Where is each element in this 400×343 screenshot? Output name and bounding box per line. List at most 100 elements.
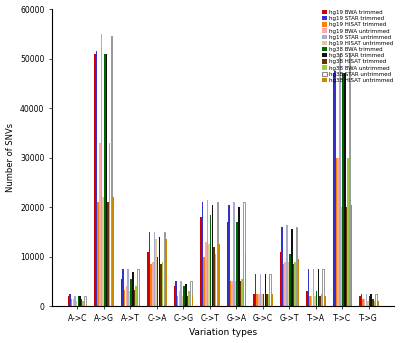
Bar: [86, 304, 87, 306]
Bar: [280, 252, 281, 306]
Bar: [127, 269, 129, 306]
Bar: [245, 254, 246, 306]
Bar: [286, 225, 288, 306]
Bar: [129, 292, 130, 306]
Bar: [130, 279, 132, 306]
Bar: [99, 143, 101, 306]
Bar: [319, 296, 321, 306]
Bar: [69, 294, 71, 306]
Bar: [314, 296, 316, 306]
Bar: [68, 296, 69, 306]
Bar: [296, 227, 298, 306]
Bar: [110, 36, 112, 306]
Bar: [258, 294, 260, 306]
Bar: [165, 239, 167, 306]
Bar: [205, 242, 206, 306]
Bar: [308, 269, 309, 306]
Bar: [336, 158, 337, 306]
Bar: [243, 202, 244, 306]
Bar: [200, 217, 202, 306]
Bar: [341, 207, 342, 306]
Bar: [241, 279, 243, 306]
Bar: [291, 229, 292, 306]
Bar: [377, 301, 378, 306]
Bar: [309, 296, 311, 306]
Bar: [216, 202, 218, 306]
Y-axis label: Number of SNVs: Number of SNVs: [6, 123, 14, 192]
Bar: [230, 282, 231, 306]
Bar: [104, 54, 106, 306]
Bar: [284, 262, 286, 306]
Bar: [344, 73, 346, 306]
Bar: [235, 282, 236, 306]
Bar: [342, 73, 344, 306]
Bar: [376, 294, 377, 306]
Bar: [106, 54, 107, 306]
Bar: [253, 294, 254, 306]
Legend: hg19 BWA trimmed, hg19 STAR trimmed, hg19 HISAT trimmed, hg19 BWA untrimmed, hg1: hg19 BWA trimmed, hg19 STAR trimmed, hg1…: [321, 9, 395, 84]
Bar: [174, 286, 175, 306]
Bar: [81, 299, 82, 306]
Bar: [177, 296, 178, 306]
Bar: [332, 73, 334, 306]
Bar: [175, 282, 177, 306]
Bar: [312, 269, 314, 306]
Bar: [188, 292, 190, 306]
Bar: [178, 292, 180, 306]
Bar: [374, 301, 375, 306]
Bar: [208, 244, 210, 306]
Bar: [207, 200, 208, 306]
Bar: [283, 264, 284, 306]
Bar: [162, 262, 164, 306]
Bar: [281, 227, 283, 306]
Bar: [137, 269, 138, 306]
Bar: [147, 252, 149, 306]
Bar: [84, 296, 86, 306]
Bar: [109, 143, 110, 306]
Bar: [124, 291, 126, 306]
Bar: [270, 274, 271, 306]
Bar: [334, 71, 336, 306]
Bar: [367, 301, 369, 306]
Bar: [338, 158, 339, 306]
Bar: [82, 301, 84, 306]
Bar: [152, 262, 154, 306]
Bar: [112, 197, 114, 306]
Bar: [132, 272, 134, 306]
Bar: [185, 284, 187, 306]
Bar: [98, 202, 99, 306]
Bar: [180, 282, 182, 306]
Bar: [74, 296, 76, 306]
Bar: [187, 296, 188, 306]
Bar: [122, 269, 124, 306]
Bar: [322, 269, 324, 306]
Bar: [293, 264, 294, 306]
Bar: [72, 299, 74, 306]
Bar: [232, 282, 233, 306]
Bar: [369, 296, 370, 306]
Bar: [136, 286, 137, 306]
Bar: [218, 244, 220, 306]
Bar: [255, 274, 256, 306]
Bar: [184, 286, 185, 306]
Bar: [226, 222, 228, 306]
Bar: [139, 292, 140, 306]
Bar: [268, 294, 269, 306]
Bar: [159, 237, 160, 306]
Bar: [263, 294, 264, 306]
Bar: [155, 239, 157, 306]
Bar: [149, 232, 150, 306]
Bar: [339, 54, 340, 306]
Bar: [240, 282, 241, 306]
Bar: [79, 296, 81, 306]
Bar: [346, 207, 347, 306]
Bar: [238, 207, 240, 306]
Bar: [164, 232, 165, 306]
Bar: [203, 257, 205, 306]
Bar: [212, 205, 213, 306]
Bar: [264, 274, 266, 306]
Bar: [366, 294, 367, 306]
Bar: [294, 262, 296, 306]
Bar: [101, 34, 102, 306]
Bar: [150, 264, 152, 306]
